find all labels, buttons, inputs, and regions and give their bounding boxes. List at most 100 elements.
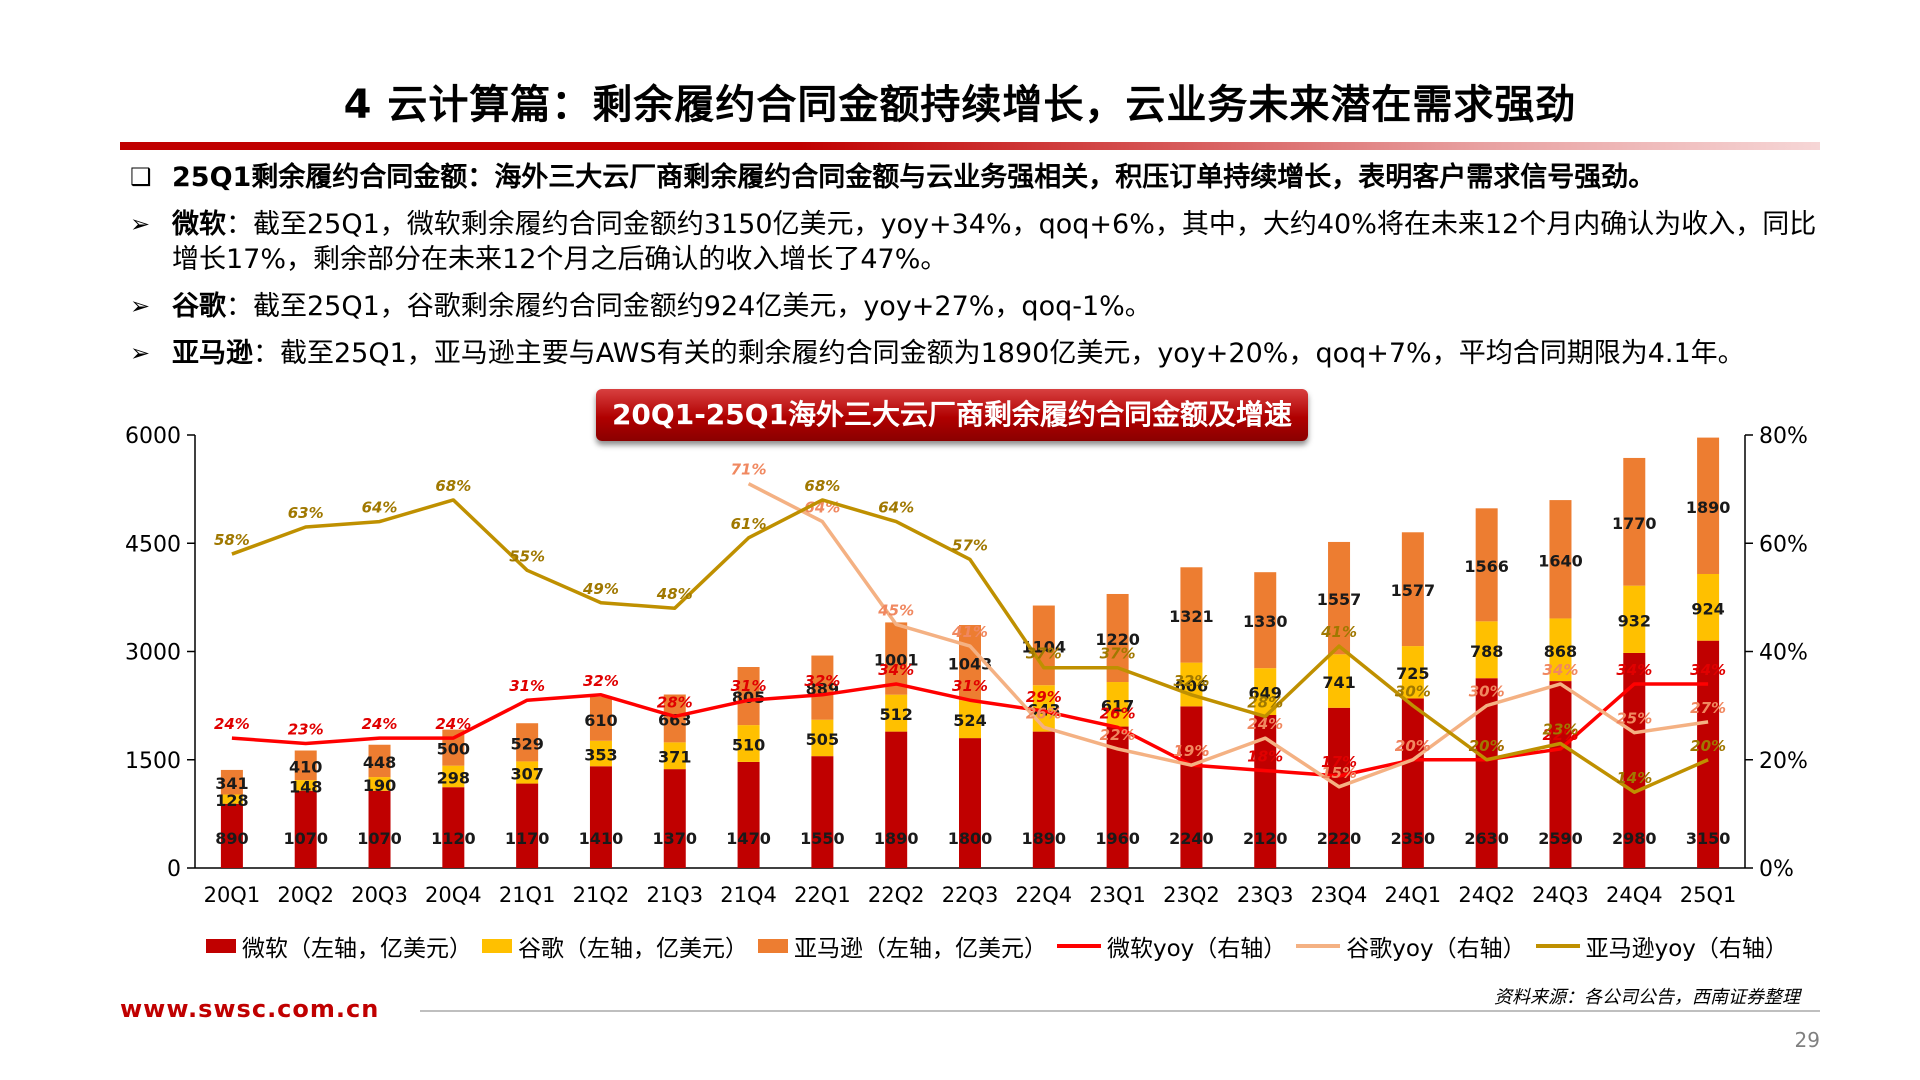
bar-data-label: 1330 — [1243, 612, 1288, 631]
x-axis-tick-label: 20Q2 — [277, 883, 334, 907]
bar-segment — [885, 622, 908, 695]
bar-segment — [811, 756, 834, 868]
line-data-label: 64% — [362, 499, 398, 517]
bar-segment — [737, 667, 760, 726]
bar-segment — [516, 783, 539, 868]
line-data-label: 20% — [1690, 737, 1726, 755]
source-note: 资料来源：各公司公告，西南证券整理 — [1494, 987, 1800, 1008]
bar-segment — [1549, 618, 1572, 682]
line-data-label: 31% — [952, 677, 988, 695]
bar-data-label: 500 — [437, 740, 470, 759]
line-data-label: 19% — [1173, 742, 1209, 760]
bar-data-label: 1557 — [1317, 590, 1362, 609]
bar-data-label: 1890 — [874, 829, 919, 848]
bar-segment — [1032, 605, 1055, 686]
bar-data-label: 505 — [806, 730, 839, 749]
bar-data-label: 510 — [732, 736, 765, 755]
line-data-label: 48% — [656, 585, 693, 603]
bar-data-label: 3150 — [1686, 829, 1731, 848]
x-axis-tick-label: 21Q1 — [499, 883, 556, 907]
bar-segment — [294, 790, 317, 868]
page-title: 4 云计算篇：剩余履约合同金额持续增长，云业务未来潜在需求强劲 — [343, 82, 1577, 128]
legend-line-swatch — [1535, 944, 1580, 948]
bar-segment — [294, 780, 317, 791]
x-axis-tick-label: 21Q3 — [646, 883, 703, 907]
line-data-label: 34% — [1690, 661, 1726, 679]
bar-data-label: 410 — [289, 757, 322, 776]
legend-line-swatch — [1057, 944, 1101, 948]
bar-data-label: 1640 — [1538, 551, 1583, 570]
legend-label: 亚马逊（左轴，亿美元） — [794, 936, 1047, 962]
bar-data-label: 741 — [1322, 673, 1355, 692]
bar-data-label: 1566 — [1464, 557, 1509, 576]
legend-item: 亚马逊（左轴，亿美元） — [758, 929, 1047, 963]
bullet-heading: 亚马逊 — [172, 338, 253, 369]
legend-line-swatch — [1296, 944, 1341, 948]
website-url: www.swsc.com.cn — [120, 995, 380, 1023]
bar-data-label: 788 — [1470, 642, 1503, 661]
bar-data-label: 341 — [215, 774, 248, 793]
x-axis-tick-label: 22Q4 — [1015, 883, 1072, 907]
x-axis-tick-label: 20Q3 — [351, 883, 408, 907]
x-axis-tick-label: 21Q4 — [720, 883, 777, 907]
bar-segment — [885, 694, 908, 732]
bar-data-label: 610 — [584, 711, 617, 730]
bar-data-label: 649 — [1249, 684, 1282, 703]
bullet-list: ❑ 25Q1剩余履约合同金额：海外三大云厂商剩余履约合同金额与云业务强相关，积压订… — [130, 160, 1830, 383]
bullet-heading: 谷歌 — [172, 291, 226, 322]
bar-segment — [1254, 572, 1277, 669]
line-data-label: 32% — [804, 672, 840, 690]
line-data-label: 15% — [1321, 764, 1357, 782]
bar-data-label: 1220 — [1095, 630, 1140, 649]
line-data-label: 18% — [1247, 748, 1283, 766]
bar-segment — [737, 725, 760, 762]
bullet-text: 谷歌：截至25Q1，谷歌剩余履约合同金额约924亿美元，yoy+27%，qoq-… — [172, 289, 1830, 324]
line-data-label: 20% — [1395, 737, 1431, 755]
bullet-body: 海外三大云厂商剩余履约合同金额与云业务强相关，积压订单持续增长，表明客户需求信号… — [494, 162, 1656, 193]
legend-label: 亚马逊yoy（右轴） — [1585, 936, 1788, 962]
line-data-label: 41% — [1320, 623, 1357, 641]
bar-segment — [1254, 715, 1277, 868]
bullet-marker: ➢ — [130, 292, 151, 320]
bar-data-label: 1550 — [800, 829, 845, 848]
bar-data-label: 868 — [1544, 642, 1577, 661]
bar-segment — [1180, 567, 1203, 663]
line-data-label: 20% — [1469, 737, 1505, 755]
bar-segment — [1106, 726, 1129, 868]
bullet-item: ➢ 微软：截至25Q1，微软剩余履约合同金额约3150亿美元，yoy+34%，qo… — [130, 207, 1830, 277]
legend-label: 谷歌（左轴，亿美元） — [518, 936, 748, 962]
bar-data-label: 448 — [363, 753, 396, 772]
page-number: 29 — [1794, 1028, 1820, 1052]
line-data-label: 28% — [1247, 693, 1283, 711]
line-data-label: 14% — [1616, 769, 1652, 787]
bar-data-label: 1770 — [1612, 514, 1657, 533]
line-data-label: 24% — [1247, 715, 1283, 733]
legend-label: 微软（左轴，亿美元） — [242, 936, 472, 962]
legend-label: 谷歌yoy（右轴） — [1346, 936, 1526, 962]
bar-segment — [663, 769, 686, 868]
bar-segment — [1549, 681, 1572, 868]
bar-data-label: 512 — [879, 705, 912, 724]
bar-data-label: 1890 — [1022, 829, 1067, 848]
bar-data-label: 725 — [1396, 664, 1429, 683]
left-axis-tick-label: 4500 — [125, 532, 181, 557]
line-data-label: 27% — [1690, 699, 1726, 717]
bullet-text: 亚马逊：截至25Q1，亚马逊主要与AWS有关的剩余履约合同金额为1890亿美元，… — [172, 336, 1830, 371]
line-data-label: 55% — [509, 547, 545, 565]
bar-segment — [1328, 541, 1351, 655]
bar-data-label: 1800 — [948, 829, 993, 848]
bar-segment — [589, 696, 612, 741]
bar-data-label: 2590 — [1538, 829, 1583, 848]
bullet-item: ➢ 亚马逊：截至25Q1，亚马逊主要与AWS有关的剩余履约合同金额为1890亿美元… — [130, 336, 1830, 371]
bar-segment — [1697, 573, 1720, 641]
line-data-label: 25% — [1616, 710, 1652, 728]
x-axis-tick-label: 25Q1 — [1680, 883, 1737, 907]
bar-segment — [1475, 621, 1498, 679]
x-axis-tick-label: 23Q3 — [1237, 883, 1294, 907]
legend-color-swatch — [206, 939, 236, 953]
legend-item: 谷歌（左轴，亿美元） — [482, 929, 748, 963]
x-axis-tick-label: 21Q2 — [573, 883, 630, 907]
bar-data-label: 1890 — [1686, 498, 1731, 517]
line-data-label: 71% — [731, 461, 767, 479]
bullet-body: ：截至25Q1，微软剩余履约合同金额约3150亿美元，yoy+34%，qoq+6… — [172, 209, 1817, 275]
